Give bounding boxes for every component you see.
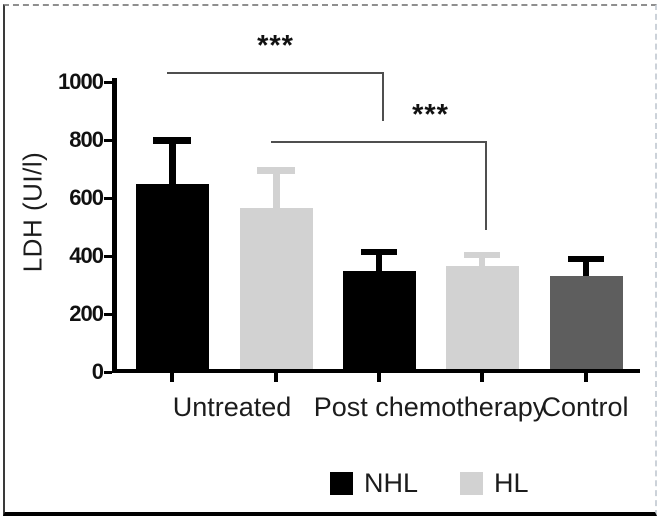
y-tick-600	[104, 196, 112, 200]
y-tick-label-600: 600	[69, 185, 104, 210]
error-bar-stem-hl-untreated	[272, 170, 280, 215]
legend-swatch-hl	[460, 472, 484, 495]
error-bar-cap-hl-post-chemotherapy	[464, 251, 500, 258]
legend-item-nhl: NHL	[330, 468, 418, 499]
x-tick-4	[584, 373, 588, 382]
significance-stars-0: ***	[257, 29, 294, 62]
error-bar-stem-nhl-untreated	[168, 140, 176, 190]
y-axis	[112, 78, 117, 372]
bar-hl-untreated	[239, 208, 313, 372]
error-bar-stem-hl-post-chemotherapy	[479, 254, 485, 273]
legend-swatch-nhl	[330, 472, 353, 495]
group-label-post-chemotherapy: Post chemotherapy	[313, 392, 547, 422]
significance-bracket-drop-0	[382, 71, 384, 122]
error-bar-cap-nhl-post-chemotherapy	[361, 248, 397, 255]
x-tick-3	[480, 373, 484, 382]
error-bar-stem-nhl-post-chemotherapy	[376, 251, 382, 277]
y-tick-200	[104, 312, 112, 316]
y-tick-400	[104, 254, 112, 258]
bar-control-control	[549, 276, 623, 372]
y-tick-label-200: 200	[69, 301, 104, 326]
y-tick-label-1000: 1000	[58, 69, 104, 94]
x-tick-0	[170, 373, 174, 382]
group-label-untreated: Untreated	[172, 392, 292, 422]
y-tick-label-0: 0	[91, 359, 104, 384]
group-label-control: Control	[541, 392, 629, 422]
y-tick-label-400: 400	[69, 243, 104, 268]
bar-hl-post-chemotherapy	[445, 266, 519, 372]
error-bar-cap-nhl-untreated	[153, 136, 191, 144]
significance-bracket-line-1	[271, 141, 487, 144]
x-axis	[112, 369, 640, 373]
y-tick-0	[104, 370, 112, 374]
error-bar-stem-control-control	[583, 258, 589, 283]
significance-stars-1: ***	[412, 99, 449, 132]
x-tick-2	[377, 373, 381, 382]
legend-label-hl: HL	[494, 468, 529, 498]
significance-bracket-drop-1	[485, 141, 487, 230]
significance-bracket-line-0	[167, 71, 384, 74]
bar-nhl-post-chemotherapy	[342, 270, 416, 372]
y-tick-label-800: 800	[69, 127, 104, 152]
legend-item-hl: HL	[460, 468, 529, 499]
legend-label-nhl: NHL	[364, 468, 419, 498]
x-tick-1	[274, 373, 278, 382]
error-bar-cap-hl-untreated	[257, 166, 295, 174]
y-tick-1000	[104, 80, 112, 84]
bar-nhl-untreated	[135, 183, 209, 372]
legend: NHL HL	[330, 468, 529, 499]
error-bar-cap-control-control	[568, 255, 604, 262]
y-tick-800	[104, 138, 112, 142]
